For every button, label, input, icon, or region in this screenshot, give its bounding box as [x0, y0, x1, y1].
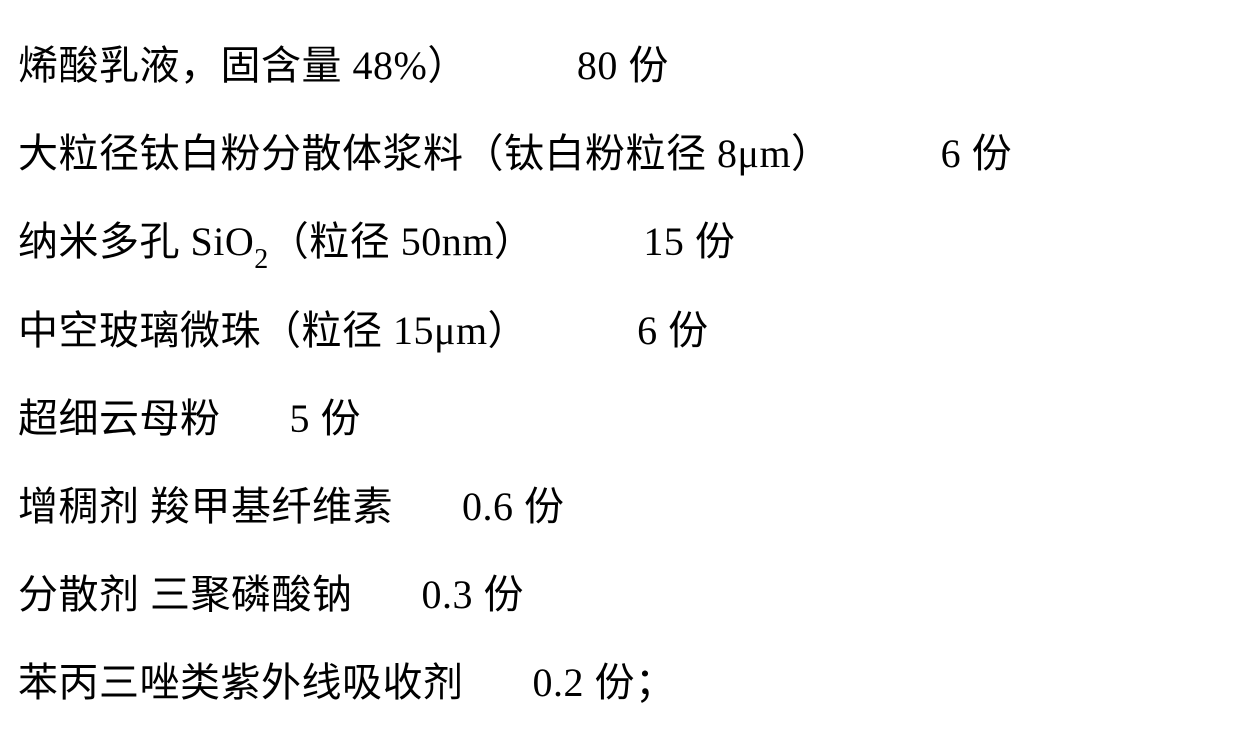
ingredient-text: 超细云母粉: [18, 396, 221, 441]
ingredient-line: 分散剂 三聚磷酸钠 0.3 份: [18, 551, 1222, 639]
ingredient-amount: 5 份: [290, 396, 362, 441]
ingredient-text: 中空玻璃微珠（粒径 15μm）: [18, 308, 528, 353]
ingredient-text: 纳米多孔 SiO: [18, 219, 254, 264]
ingredient-line: 中空玻璃微珠（粒径 15μm） 6 份: [18, 287, 1222, 375]
ingredient-amount: 0.6 份: [462, 484, 565, 529]
ingredient-amount: 0.2 份；: [533, 660, 676, 705]
ingredient-line: 增稠剂 羧甲基纤维素 0.6 份: [18, 463, 1222, 551]
ingredient-amount: 80 份: [577, 43, 669, 88]
ingredient-amount: 6 份: [941, 131, 1013, 176]
ingredient-amount: 6 份: [637, 308, 709, 353]
ingredient-line: 苯丙三唑类紫外线吸收剂 0.2 份；: [18, 639, 1222, 727]
subscript: 2: [254, 244, 269, 275]
ingredient-line: 烯酸乳液，固含量 48%） 80 份: [18, 22, 1222, 110]
ingredient-line: 纳米多孔 SiO2（粒径 50nm） 15 份: [18, 198, 1222, 287]
ingredient-text: 苯丙三唑类紫外线吸收剂: [18, 660, 464, 705]
document-page: 烯酸乳液，固含量 48%） 80 份 大粒径钛白粉分散体浆料（钛白粉粒径 8μm…: [0, 0, 1240, 743]
ingredient-text: 分散剂 三聚磷酸钠: [18, 572, 353, 617]
ingredient-amount: 15 份: [643, 219, 735, 264]
ingredient-line: 大粒径钛白粉分散体浆料（钛白粉粒径 8μm） 6 份: [18, 110, 1222, 198]
ingredient-text: 烯酸乳液，固含量 48%）: [18, 43, 468, 88]
ingredient-text: 增稠剂 羧甲基纤维素: [18, 484, 393, 529]
ingredient-text: 大粒径钛白粉分散体浆料（钛白粉粒径 8μm）: [18, 131, 832, 176]
ingredient-amount: 0.3 份: [422, 572, 525, 617]
ingredient-line: 超细云母粉 5 份: [18, 375, 1222, 463]
ingredient-text: （粒径 50nm）: [269, 219, 535, 264]
